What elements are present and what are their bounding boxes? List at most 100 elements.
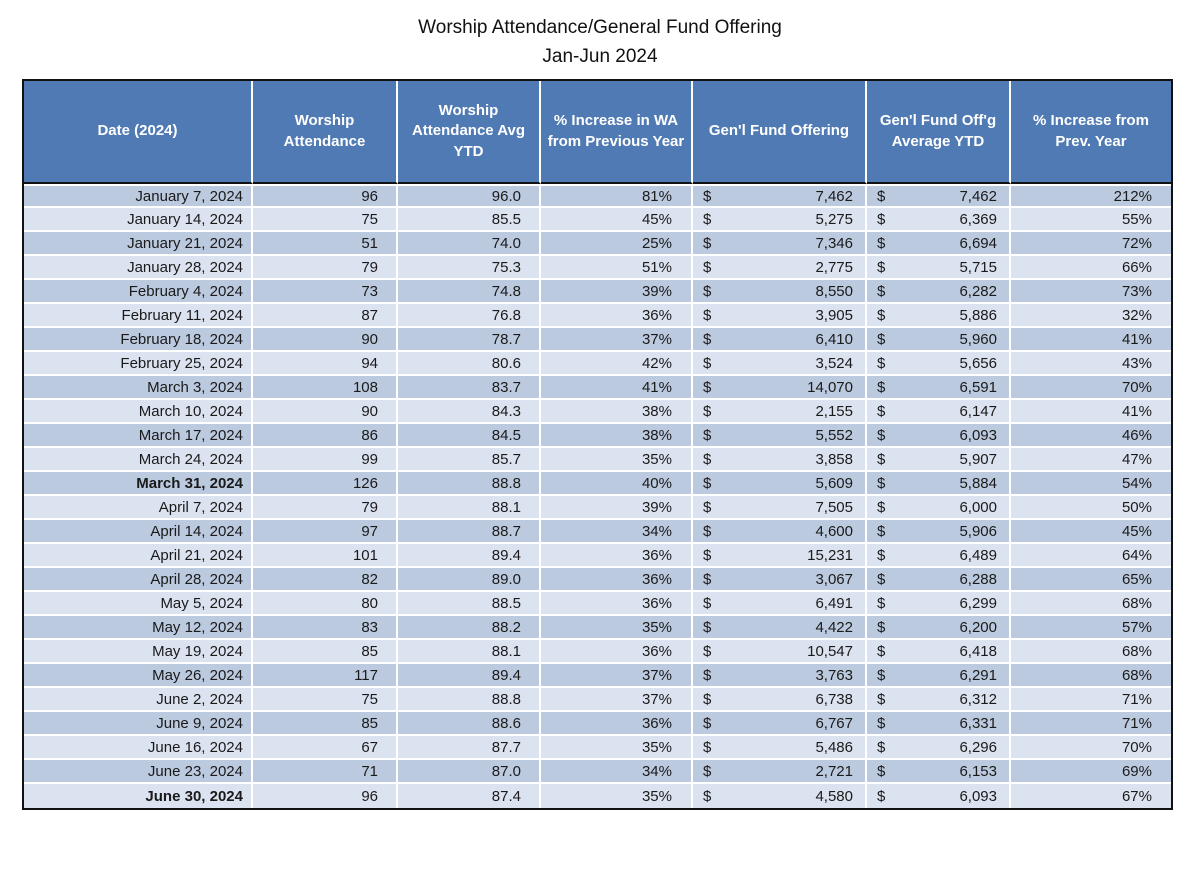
table-row: June 16, 2024 67 87.7 35% $5,486 $6,296 70% (24, 736, 1171, 760)
cell-fund_offering_avg_ytd: $6,288 (867, 568, 1011, 592)
table-row: April 7, 2024 79 88.1 39% $7,505 $6,000 50% (24, 496, 1171, 520)
value: 25% (641, 234, 672, 252)
value: 80.6 (491, 354, 521, 372)
cell-fund_offering: $2,775 (693, 256, 867, 280)
value: 40% (641, 474, 672, 492)
cell-fund_offering: $15,231 (693, 544, 867, 568)
cell-fund_offering_avg_ytd: $7,462 (867, 184, 1011, 208)
dollar-sign: $ (877, 306, 886, 324)
amount-value: 6,093 (959, 426, 997, 444)
cell-fund_offering_avg_ytd: $6,418 (867, 640, 1011, 664)
cell-fund_offering: $2,155 (693, 400, 867, 424)
date-value: May 26, 2024 (152, 666, 243, 684)
amount-value: 5,715 (959, 258, 997, 276)
dollar-sign: $ (877, 330, 886, 348)
dollar-sign: $ (877, 426, 886, 444)
dollar-sign: $ (877, 714, 886, 732)
cell-wa_avg_ytd: 87.0 (398, 760, 541, 784)
cell-wa_pct_increase: 37% (541, 328, 693, 352)
amount-value: 14,070 (807, 378, 853, 396)
cell-date: April 14, 2024 (24, 520, 253, 544)
cell-fund_offering: $5,275 (693, 208, 867, 232)
cell-worship_attendance: 75 (253, 208, 398, 232)
cell-worship_attendance: 87 (253, 304, 398, 328)
value: 70% (1121, 378, 1152, 396)
cell-pct_increase_prev_year: 69% (1011, 760, 1171, 784)
value: 82 (361, 570, 378, 588)
cell-fund_offering_avg_ytd: $5,715 (867, 256, 1011, 280)
cell-worship_attendance: 94 (253, 352, 398, 376)
cell-fund_offering: $7,346 (693, 232, 867, 256)
cell-pct_increase_prev_year: 68% (1011, 640, 1171, 664)
cell-wa_pct_increase: 35% (541, 448, 693, 472)
cell-date: February 25, 2024 (24, 352, 253, 376)
amount-value: 5,552 (815, 426, 853, 444)
cell-worship_attendance: 97 (253, 520, 398, 544)
value: 37% (641, 690, 672, 708)
cell-fund_offering: $5,609 (693, 472, 867, 496)
cell-fund_offering_avg_ytd: $6,093 (867, 784, 1011, 808)
value: 96 (361, 187, 378, 205)
dollar-sign: $ (877, 570, 886, 588)
page-title: Worship Attendance/General Fund Offering (418, 17, 782, 38)
cell-wa_avg_ytd: 89.4 (398, 544, 541, 568)
value: 41% (1121, 330, 1152, 348)
cell-wa_pct_increase: 39% (541, 496, 693, 520)
date-value: January 21, 2024 (127, 234, 243, 252)
table-row: May 12, 2024 83 88.2 35% $4,422 $6,200 57% (24, 616, 1171, 640)
value: 34% (641, 762, 672, 780)
cell-fund_offering_avg_ytd: $6,200 (867, 616, 1011, 640)
cell-worship_attendance: 83 (253, 616, 398, 640)
value: 67 (361, 738, 378, 756)
cell-fund_offering_avg_ytd: $6,282 (867, 280, 1011, 304)
value: 70% (1121, 738, 1152, 756)
cell-date: June 30, 2024 (24, 784, 253, 808)
value: 46% (1121, 426, 1152, 444)
amount-value: 6,093 (959, 787, 997, 805)
cell-wa_avg_ytd: 76.8 (398, 304, 541, 328)
value: 84.3 (491, 402, 521, 420)
value: 68% (1121, 666, 1152, 684)
cell-date: May 5, 2024 (24, 592, 253, 616)
value: 88.1 (491, 498, 521, 516)
cell-fund_offering_avg_ytd: $5,907 (867, 448, 1011, 472)
date-value: January 14, 2024 (127, 210, 243, 228)
amount-value: 6,296 (959, 738, 997, 756)
value: 79 (361, 258, 378, 276)
dollar-sign: $ (703, 714, 712, 732)
amount-value: 6,282 (959, 282, 997, 300)
cell-date: April 7, 2024 (24, 496, 253, 520)
cell-date: June 2, 2024 (24, 688, 253, 712)
value: 68% (1121, 594, 1152, 612)
value: 85.7 (491, 450, 521, 468)
value: 85 (361, 714, 378, 732)
amount-value: 7,462 (815, 187, 853, 205)
cell-fund_offering: $6,491 (693, 592, 867, 616)
dollar-sign: $ (703, 426, 712, 444)
dollar-sign: $ (703, 474, 712, 492)
amount-value: 6,591 (959, 378, 997, 396)
value: 36% (641, 570, 672, 588)
dollar-sign: $ (703, 546, 712, 564)
cell-pct_increase_prev_year: 212% (1011, 184, 1171, 208)
cell-fund_offering_avg_ytd: $6,489 (867, 544, 1011, 568)
amount-value: 6,291 (959, 666, 997, 684)
dollar-sign: $ (703, 498, 712, 516)
value: 90 (361, 402, 378, 420)
table-row: June 30, 2024 96 87.4 35% $4,580 $6,093 67% (24, 784, 1171, 808)
date-value: January 28, 2024 (127, 258, 243, 276)
value: 55% (1121, 210, 1152, 228)
cell-fund_offering: $5,552 (693, 424, 867, 448)
value: 76.8 (491, 306, 521, 324)
value: 88.2 (491, 618, 521, 636)
dollar-sign: $ (703, 187, 712, 205)
amount-value: 5,907 (959, 450, 997, 468)
value: 74.8 (491, 282, 521, 300)
cell-worship_attendance: 75 (253, 688, 398, 712)
date-value: March 10, 2024 (138, 402, 243, 420)
cell-date: February 18, 2024 (24, 328, 253, 352)
value: 88.6 (491, 714, 521, 732)
dollar-sign: $ (703, 210, 712, 228)
date-value: June 23, 2024 (147, 762, 243, 780)
amount-value: 6,491 (815, 594, 853, 612)
